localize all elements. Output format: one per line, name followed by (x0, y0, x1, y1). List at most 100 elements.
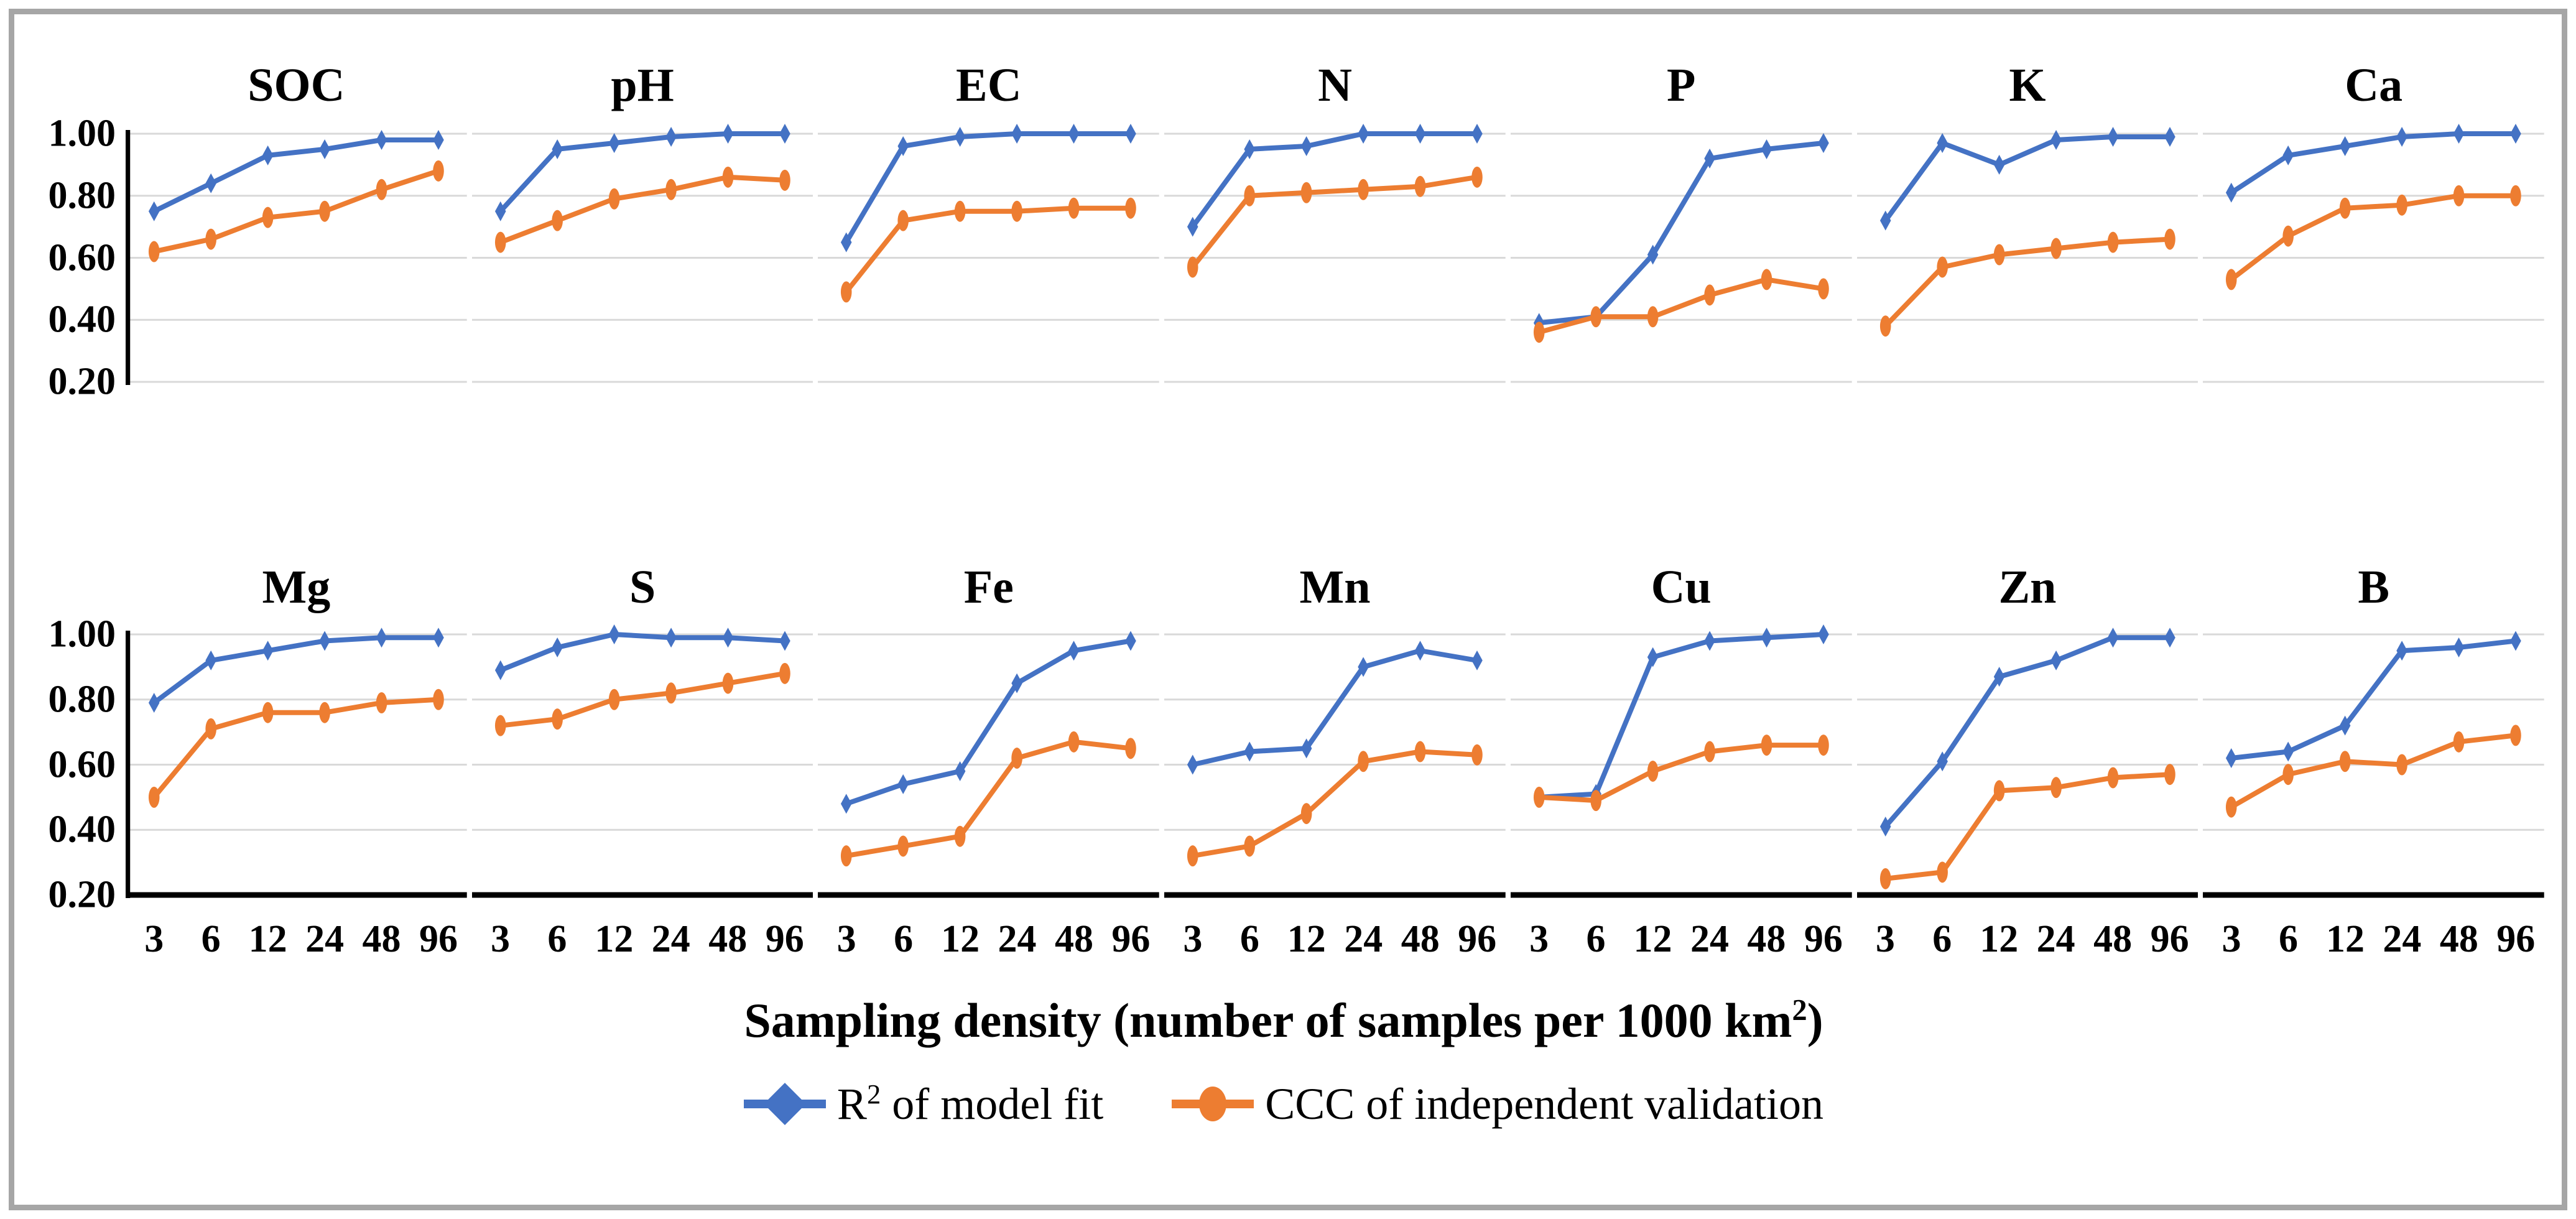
ccc-marker (2164, 764, 2175, 786)
ccc-marker (1761, 735, 1772, 756)
x-tick-label: 24 (305, 918, 345, 960)
r2-marker (2510, 631, 2522, 651)
y-axis-labels: 1.00 0.80 0.60 0.40 0.20 (23, 542, 126, 916)
r2-line (1885, 137, 2169, 221)
x-tick-label: 96 (765, 918, 804, 960)
r2-marker (2226, 748, 2237, 769)
r2-marker (376, 628, 387, 648)
r2-marker (2340, 715, 2351, 736)
x-tick-label: 6 (2278, 918, 2298, 960)
panel-title: P (1667, 59, 1696, 111)
ccc-marker (2226, 796, 2237, 818)
ccc-marker (319, 702, 330, 723)
ccc-line (500, 177, 784, 243)
r2-line-diamond-icon (743, 1076, 826, 1132)
r2-line (846, 134, 1131, 243)
y-tick-label: 1.00 (48, 613, 116, 656)
x-tick-label: 48 (1401, 918, 1440, 960)
panel-plot (1511, 624, 1852, 906)
x-tick-label: 96 (1804, 918, 1843, 960)
x-tick-label: 48 (362, 918, 401, 960)
x-axis-title-suffix: ) (1807, 993, 1823, 1047)
ccc-marker (665, 682, 677, 704)
panel-title: Ca (2345, 59, 2403, 111)
r2-marker (1011, 124, 1023, 144)
r2-marker (2396, 126, 2408, 147)
ccc-marker (376, 692, 387, 713)
legend: R2 of model fit CCC of independent valid… (23, 1076, 2544, 1132)
r2-marker (779, 631, 790, 651)
ccc-marker (955, 825, 966, 847)
ccc-marker (1125, 738, 1137, 759)
ccc-marker (1244, 835, 1256, 857)
r2-marker (433, 129, 444, 150)
ccc-legend-circle (1199, 1087, 1227, 1121)
x-tick-label: 12 (2325, 918, 2365, 960)
ccc-marker (2453, 731, 2465, 753)
x-tick-label: 6 (1586, 918, 1606, 960)
panel-ca: Ca (2203, 35, 2544, 393)
legend-label-ccc: CCC of independent validation (1265, 1078, 1824, 1129)
y-tick-label: 0.40 (48, 808, 116, 851)
panel-plot (472, 124, 813, 393)
legend-r2-rest: of model fit (881, 1078, 1104, 1129)
panel-plot (126, 628, 467, 906)
ccc-marker (1647, 760, 1659, 782)
ccc-line (1885, 774, 2169, 879)
r2-marker (1301, 136, 1312, 156)
r2-line (1193, 134, 1477, 227)
panel-plot (1857, 628, 2198, 906)
r2-marker (1125, 124, 1137, 144)
ccc-marker (2453, 185, 2465, 206)
panel-plot (2203, 631, 2544, 906)
row-spacer (23, 393, 2544, 542)
ccc-marker (1414, 741, 1426, 762)
ccc-marker (2340, 197, 2351, 219)
x-tick-label: 24 (2383, 918, 2422, 960)
ccc-marker (665, 178, 677, 200)
x-tick-label: 6 (547, 918, 567, 960)
panel-title: Fe (963, 561, 1014, 613)
x-tick-label: 24 (2036, 918, 2075, 960)
r2-marker (1187, 754, 1198, 775)
ccc-marker (1244, 185, 1256, 206)
x-axis-labels: 3 6 12 24 48 96 (818, 906, 1159, 971)
ccc-line (846, 742, 1131, 856)
x-tick-label: 12 (1980, 918, 2019, 960)
panel-plot (1164, 623, 1506, 906)
r2-line (1539, 143, 1823, 323)
r2-line (1193, 651, 1477, 764)
ccc-line (1539, 745, 1823, 800)
panel-plot (1164, 124, 1506, 393)
r2-marker (2050, 129, 2062, 150)
ccc-marker (1471, 166, 1483, 188)
r2-marker (665, 628, 677, 648)
ccc-marker (1187, 256, 1198, 278)
y-tick-label: 0.80 (48, 174, 116, 217)
x-axis-labels: 3 6 12 24 48 96 (472, 906, 813, 971)
x-tick-label: 48 (1747, 918, 1786, 960)
ccc-marker (2050, 238, 2062, 259)
r2-line (1539, 634, 1823, 797)
panel-n: N (1164, 35, 1506, 393)
r2-marker (262, 145, 274, 165)
panel-title: pH (611, 59, 674, 111)
ccc-marker (552, 210, 563, 231)
ccc-marker (722, 672, 734, 694)
x-axis-title-sup: 2 (1792, 994, 1807, 1027)
legend-r2-text: R (836, 1078, 867, 1129)
panel-plot (1511, 123, 1852, 393)
r2-marker (2164, 628, 2175, 648)
r2-marker (1993, 154, 2005, 175)
x-tick-label: 12 (248, 918, 287, 960)
ccc-line (2231, 735, 2516, 807)
r2-marker (1414, 641, 1426, 661)
ccc-line (846, 208, 1131, 292)
r2-marker (2282, 145, 2294, 165)
ccc-marker (1936, 861, 1948, 883)
r2-marker (2340, 136, 2351, 156)
x-tick-label: 96 (419, 918, 458, 960)
ccc-marker (1647, 306, 1659, 328)
r2-marker (1761, 139, 1772, 159)
r2-marker (1936, 132, 1948, 153)
